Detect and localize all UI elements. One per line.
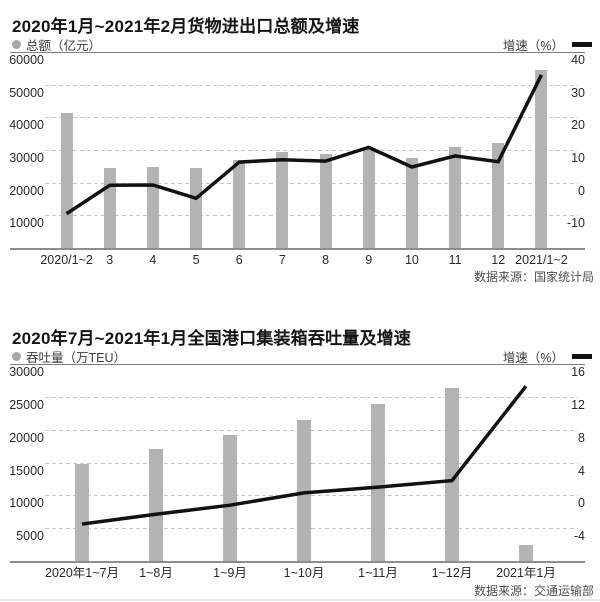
legend-row: 总额（亿元） 增速（%） (12, 35, 592, 54)
plot-area: 30000 25000 20000 15000 10000 5000 16 12 8 4 0 -4 20… (0, 364, 600, 589)
y-axis-label-right: 12 (571, 397, 585, 412)
y-axis-label-left: 30000 (9, 151, 44, 165)
x-axis-label: 1~8月 (139, 566, 173, 580)
x-axis-label: 12 (491, 253, 506, 267)
y-axis-label-left: 15000 (9, 463, 44, 478)
gridline (45, 84, 578, 86)
gridline (45, 215, 578, 217)
y-axis-label-left: 25000 (9, 397, 44, 412)
y-axis-label-left: 10000 (9, 496, 44, 511)
line-legend-sample-icon (572, 353, 592, 359)
y-axis-label-left: 20000 (9, 430, 44, 445)
bar (276, 152, 289, 248)
bar (190, 167, 203, 248)
bar-legend-dot-icon (12, 351, 21, 361)
y-axis-label-left: 30000 (9, 365, 44, 379)
x-axis-label: 8 (322, 253, 330, 267)
axis-top-rule (10, 52, 585, 53)
gridline (45, 150, 578, 151)
x-axis-label: 1~10月 (283, 566, 325, 580)
y-axis-label-right: 16 (571, 365, 585, 379)
trade-chart-section: 2020年1月~2021年2月货物进出口总额及增速 总额（亿元） 增速（%） 6… (0, 0, 600, 290)
bar (492, 143, 505, 248)
bar (60, 113, 73, 248)
line-legend-label: 增速（%） (502, 38, 564, 53)
x-axis-label: 10 (404, 253, 419, 267)
bar (371, 404, 385, 561)
gridline (45, 528, 578, 530)
gridline (45, 495, 578, 497)
y-axis-label-right: 20 (571, 118, 585, 133)
data-source: 数据来源：国家统计局 (473, 270, 594, 284)
bar (149, 448, 163, 561)
bar (519, 545, 533, 561)
bar (233, 160, 246, 248)
y-axis-label-right: -4 (573, 529, 585, 544)
bar (319, 153, 332, 248)
chart-title: 2020年7月~2021年1月全国港口集装箱吞吐量及增速 (12, 329, 412, 348)
bar (449, 147, 462, 248)
line-series-legend: 增速（%） (503, 35, 592, 54)
line-series-legend: 增速（%） (503, 347, 592, 366)
y-axis-label-right: -10 (566, 216, 585, 231)
bar-legend-label: 吞吐量（万TEU） (26, 350, 127, 365)
gridline (45, 429, 578, 431)
bar-legend-dot-icon (12, 39, 21, 49)
gridline (45, 117, 578, 119)
bar (362, 147, 375, 248)
bar-legend-label: 总额（亿元） (26, 38, 102, 53)
y-axis-label-right: 8 (578, 430, 585, 445)
x-axis-label: 7 (278, 253, 286, 267)
plot-area: 60000 50000 40000 30000 20000 10000 40 30 20 10 0 -… (0, 52, 600, 276)
x-axis-label: 2020/1~2 (40, 253, 93, 267)
legend-row: 吞吐量（万TEU） 增速（%） (12, 347, 592, 366)
line-legend-sample-icon (572, 41, 592, 47)
gridline (45, 462, 578, 464)
y-axis-label-right: 4 (578, 463, 585, 478)
bar (445, 387, 459, 561)
y-axis-label-right: 0 (578, 496, 585, 511)
trend-line (81, 385, 528, 526)
y-axis-label-right: 10 (571, 151, 585, 165)
gridline (45, 396, 578, 398)
y-axis-label-right: 0 (578, 183, 585, 198)
bar-series-legend: 总额（亿元） (12, 35, 101, 54)
x-axis-label: 9 (365, 253, 373, 267)
data-source: 数据来源：交通运输部 (473, 584, 594, 598)
x-axis-label: 3 (106, 253, 114, 267)
axis-baseline (10, 248, 585, 250)
axis-baseline (10, 561, 585, 563)
x-axis-label: 5 (192, 253, 200, 267)
line-legend-label: 增速（%） (502, 350, 564, 365)
y-axis-label-left: 40000 (9, 118, 44, 133)
axis-top-rule (10, 364, 585, 365)
gridline (45, 182, 578, 184)
bar (297, 420, 311, 561)
x-axis-label: 4 (149, 253, 157, 267)
trend-line (65, 74, 543, 216)
x-axis-label: 2021年1月 (496, 566, 556, 580)
x-axis-label: 2020年1~7月 (44, 566, 120, 580)
y-axis-label-left: 5000 (16, 529, 44, 544)
bar (223, 434, 237, 561)
bar (405, 157, 418, 248)
y-axis-label-right: 40 (571, 53, 585, 67)
x-axis-label: 1~12月 (431, 566, 473, 580)
x-axis-label: 1~9月 (213, 566, 247, 580)
bar (75, 464, 89, 561)
port-chart-section: 2020年7月~2021年1月全国港口集装箱吞吐量及增速 吞吐量（万TEU） 增… (0, 312, 600, 602)
y-axis-label-left: 50000 (9, 85, 44, 100)
y-axis-label-left: 20000 (9, 183, 44, 198)
bar (535, 70, 548, 248)
y-axis-label-right: 30 (571, 85, 585, 100)
x-axis-label: 11 (448, 253, 462, 267)
y-axis-label-left: 60000 (9, 53, 44, 67)
chart-title: 2020年1月~2021年2月货物进出口总额及增速 (12, 17, 360, 36)
y-axis-label-left: 10000 (9, 216, 44, 231)
x-axis-label: 6 (235, 253, 243, 267)
bar-series-legend: 吞吐量（万TEU） (12, 347, 126, 366)
x-axis-label: 2021/1~2 (515, 253, 568, 267)
x-axis-label: 1~11月 (358, 566, 398, 580)
